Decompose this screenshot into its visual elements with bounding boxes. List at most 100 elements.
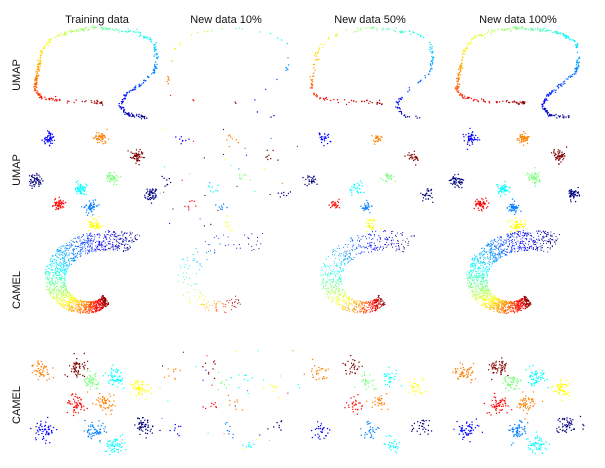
data-point	[326, 293, 329, 295]
data-point	[470, 97, 472, 100]
data-point	[101, 246, 103, 248]
data-point	[498, 190, 500, 193]
data-point	[72, 244, 74, 246]
data-point	[533, 182, 536, 184]
data-point	[127, 246, 129, 248]
data-point	[370, 308, 373, 311]
data-point	[74, 260, 76, 262]
data-point	[88, 212, 90, 214]
data-point	[381, 29, 383, 31]
data-point	[97, 135, 99, 138]
cluster	[473, 197, 490, 212]
data-point	[308, 180, 310, 183]
data-point	[554, 157, 557, 159]
data-point	[532, 174, 534, 176]
data-point	[334, 204, 336, 206]
data-point	[557, 153, 559, 155]
data-point	[504, 189, 506, 192]
data-point	[40, 53, 42, 55]
data-point	[388, 244, 390, 246]
data-point	[223, 306, 225, 308]
data-point	[338, 259, 341, 261]
data-point	[188, 138, 190, 140]
data-point	[453, 180, 455, 183]
data-point	[88, 250, 90, 252]
data-point	[340, 283, 342, 285]
data-point	[521, 138, 523, 140]
data-point	[187, 268, 189, 270]
data-point	[74, 300, 76, 302]
data-point	[219, 208, 222, 210]
data-point	[387, 177, 389, 179]
data-point	[373, 298, 375, 300]
data-point	[469, 40, 472, 43]
data-point	[351, 250, 353, 252]
data-point	[39, 96, 42, 99]
data-point	[338, 271, 340, 273]
data-point	[427, 189, 430, 192]
data-point	[88, 240, 90, 242]
data-point	[36, 69, 38, 71]
data-point	[325, 96, 327, 99]
data-point	[343, 290, 346, 292]
data-point	[80, 309, 82, 311]
data-point	[131, 115, 133, 118]
data-point	[55, 252, 57, 255]
data-point	[455, 86, 457, 88]
data-point	[470, 137, 473, 139]
data-point	[506, 207, 508, 209]
data-point	[76, 252, 78, 254]
data-point	[313, 75, 315, 78]
data-point	[462, 97, 464, 99]
data-point	[329, 272, 331, 274]
data-point	[102, 295, 104, 297]
data-point	[382, 300, 384, 302]
data-point	[209, 190, 212, 192]
data-point	[128, 112, 130, 114]
data-point	[401, 31, 403, 34]
data-point	[166, 179, 168, 181]
data-point	[209, 250, 212, 252]
data-point	[485, 197, 487, 199]
data-point	[58, 247, 60, 249]
data-point	[143, 156, 145, 159]
data-point	[111, 245, 113, 247]
data-point	[115, 28, 117, 30]
data-point	[323, 133, 326, 135]
data-point	[473, 136, 475, 138]
data-point	[121, 231, 123, 233]
data-point	[153, 71, 156, 74]
data-point	[62, 299, 65, 301]
data-point	[425, 193, 427, 196]
data-point	[479, 202, 482, 205]
data-point	[67, 291, 69, 293]
data-point	[58, 279, 60, 281]
data-point	[350, 99, 353, 102]
data-point	[77, 311, 79, 313]
data-point	[406, 238, 408, 240]
data-point	[344, 308, 346, 311]
data-point	[404, 241, 407, 243]
data-point	[86, 311, 88, 313]
data-point	[87, 252, 89, 254]
data-point	[97, 137, 100, 139]
data-point	[204, 308, 206, 310]
data-point	[361, 303, 363, 305]
data-point	[143, 117, 145, 119]
data-point	[106, 244, 108, 246]
data-point	[456, 80, 458, 83]
data-point	[135, 149, 138, 151]
data-point	[570, 196, 572, 198]
data-point	[51, 293, 53, 295]
data-point	[417, 158, 419, 160]
data-point	[65, 261, 67, 263]
data-point	[328, 36, 330, 39]
data-point	[521, 223, 523, 226]
data-point	[468, 144, 471, 147]
data-point	[404, 31, 406, 33]
data-point	[76, 254, 78, 256]
data-point	[228, 224, 230, 226]
data-point	[116, 180, 119, 182]
data-point	[223, 311, 226, 313]
data-point	[134, 88, 137, 91]
